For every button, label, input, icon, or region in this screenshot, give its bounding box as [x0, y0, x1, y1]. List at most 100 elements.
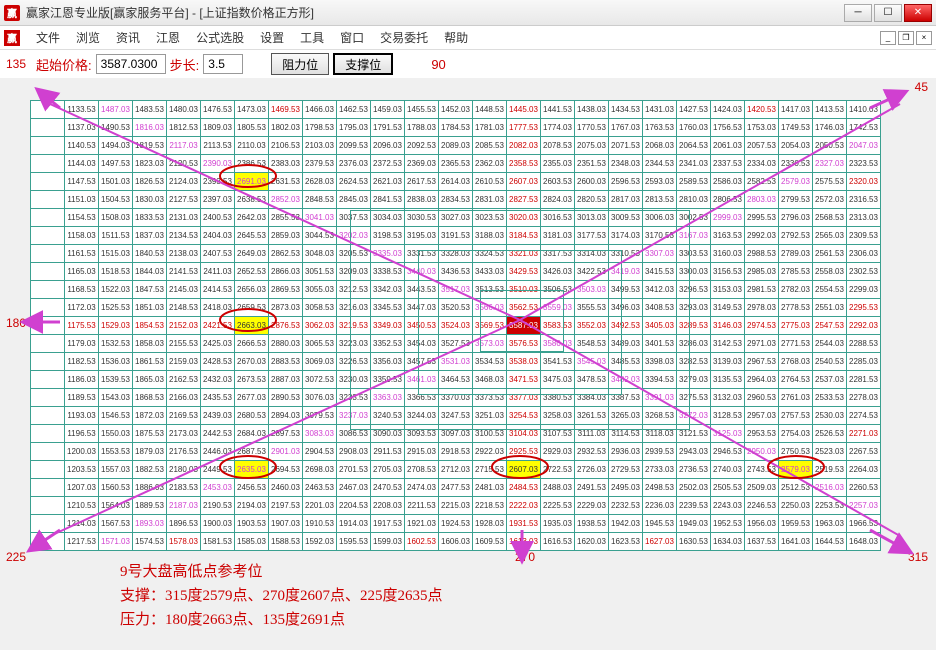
grid-cell: 1420.53 [745, 101, 779, 119]
mdi-restore-icon[interactable]: ❐ [898, 31, 914, 45]
grid-cell: 3139.03 [711, 353, 745, 371]
grid-cell: 1431.03 [643, 101, 677, 119]
grid-cell: 3534.53 [473, 353, 507, 371]
grid-cell: 2316.53 [847, 191, 881, 209]
maximize-button[interactable]: ☐ [874, 4, 902, 22]
annotation-line2: 支撑：315度2579点、270度2607点、225度2635点 [120, 584, 443, 608]
grid-cell: 3289.53 [677, 317, 711, 335]
grid-cell: 3163.53 [711, 227, 745, 245]
step-label: 步长: [170, 55, 200, 74]
grid-cell: 2050.53 [813, 137, 847, 155]
grid-cell: 3170.53 [643, 227, 677, 245]
menu-窗口[interactable]: 窗口 [332, 27, 372, 48]
mdi-close-icon[interactable]: × [916, 31, 932, 45]
grid-cell: 2078.53 [541, 137, 575, 155]
grid-cell: 2309.53 [847, 227, 881, 245]
grid-cell: 3261.53 [575, 407, 609, 425]
grid-cell: 2264.03 [847, 461, 881, 479]
grid-cell: 3373.53 [473, 389, 507, 407]
resistance-button[interactable]: 阻力位 [271, 53, 329, 75]
grid-cell: 2922.03 [473, 443, 507, 461]
grid-cell: 1539.53 [99, 371, 133, 389]
grid-cell: 2516.03 [813, 479, 847, 497]
grid-cell: 2523.03 [813, 443, 847, 461]
grid-cell: 3125.03 [711, 425, 745, 443]
menu-设置[interactable]: 设置 [252, 27, 292, 48]
grid-cell: 3086.53 [337, 425, 371, 443]
grid-cell: 3527.53 [439, 335, 473, 353]
toolbar: 135 起始价格: 步长: 阻力位 支撑位 90 [0, 50, 936, 78]
grid-cell: 3268.53 [643, 407, 677, 425]
grid-cell: 3436.53 [439, 263, 473, 281]
grid-cell: 2628.03 [303, 173, 337, 191]
grid-cell: 2645.53 [235, 227, 269, 245]
grid-cell: 2663.03 [235, 317, 269, 335]
grid-cell: 1620.03 [575, 533, 609, 551]
grid-cell: 1767.03 [609, 119, 643, 137]
grid-cell: 1445.03 [507, 101, 541, 119]
grid-cell: 2911.53 [371, 443, 405, 461]
grid-cell: 2187.03 [167, 497, 201, 515]
grid-cell: 2253.53 [813, 497, 847, 515]
grid-cell: 2572.03 [813, 191, 847, 209]
grid-cell: 2106.53 [269, 137, 303, 155]
grid-cell: 3380.53 [541, 389, 575, 407]
grid-cell: 1805.53 [235, 119, 269, 137]
grid-cell: 3023.53 [473, 209, 507, 227]
grid-cell: 3338.53 [371, 263, 405, 281]
menu-帮助[interactable]: 帮助 [436, 27, 476, 48]
grid-cell: 3202.03 [337, 227, 371, 245]
grid-cell: 1196.53 [65, 425, 99, 443]
grid-cell: 3244.03 [405, 407, 439, 425]
step-input[interactable] [203, 54, 243, 74]
minimize-button[interactable]: ─ [844, 4, 872, 22]
grid-cell: 2866.03 [269, 263, 303, 281]
corner-br: 315 [908, 550, 928, 564]
corner-bm: 270 [515, 550, 535, 564]
grid-cell: 2561.53 [813, 245, 847, 263]
grid-cell: 3258.03 [541, 407, 575, 425]
grid-cell: 2848.53 [303, 191, 337, 209]
grid-cell: 2838.03 [405, 191, 439, 209]
grid-cell: 1641.03 [779, 533, 813, 551]
grid-cell: 2348.03 [609, 155, 643, 173]
close-button[interactable]: ✕ [904, 4, 932, 22]
grid-cell: 1868.53 [133, 389, 167, 407]
grid-cell: 2638.53 [235, 191, 269, 209]
grid-cell: 1207.03 [65, 479, 99, 497]
grid-cell: 2085.53 [473, 137, 507, 155]
grid-cell: 2204.53 [337, 497, 371, 515]
grid-cell: 2533.53 [813, 389, 847, 407]
start-price-input[interactable] [96, 54, 166, 74]
grid-cell: 2869.53 [269, 281, 303, 299]
menu-文件[interactable]: 文件 [28, 27, 68, 48]
grid-cell: 3044.53 [303, 227, 337, 245]
menu-资讯[interactable]: 资讯 [108, 27, 148, 48]
menu-浏览[interactable]: 浏览 [68, 27, 108, 48]
grid-cell: 2481.03 [473, 479, 507, 497]
menu-江恩[interactable]: 江恩 [148, 27, 188, 48]
grid-cell: 2320.03 [847, 173, 881, 191]
grid-cell: 2537.03 [813, 371, 847, 389]
grid-cell: 2407.53 [201, 245, 235, 263]
grid-cell: 1427.53 [677, 101, 711, 119]
grid-cell: 1186.03 [65, 371, 99, 389]
support-button[interactable]: 支撑位 [333, 53, 393, 75]
grid-cell: 3296.53 [677, 281, 711, 299]
grid-cell: 2754.03 [779, 425, 813, 443]
grid-cell: 2579.03 [779, 461, 813, 479]
grid-cell: 3030.53 [405, 209, 439, 227]
menu-工具[interactable]: 工具 [292, 27, 332, 48]
grid-cell: 3345.53 [371, 299, 405, 317]
grid-cell: 2365.53 [439, 155, 473, 173]
grid-cell: 2792.53 [779, 227, 813, 245]
menu-公式选股[interactable]: 公式选股 [188, 27, 252, 48]
grid-cell: 2915.03 [405, 443, 439, 461]
grid-cell: 3114.53 [609, 425, 643, 443]
grid-cell: 2302.53 [847, 263, 881, 281]
grid-cell: 1882.53 [133, 461, 167, 479]
menu-交易委托[interactable]: 交易委托 [372, 27, 436, 48]
grid-cell: 3310.53 [609, 245, 643, 263]
grid-cell: 3503.03 [575, 281, 609, 299]
mdi-min-icon[interactable]: _ [880, 31, 896, 45]
